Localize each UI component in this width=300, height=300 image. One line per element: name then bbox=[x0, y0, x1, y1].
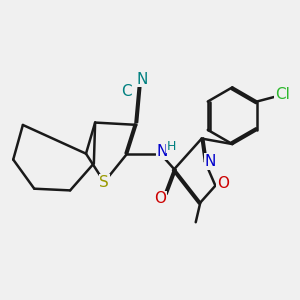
Text: H: H bbox=[167, 140, 176, 153]
Text: N: N bbox=[205, 154, 216, 169]
Text: N: N bbox=[137, 72, 148, 87]
Text: S: S bbox=[99, 175, 109, 190]
Text: Cl: Cl bbox=[275, 87, 290, 102]
Text: N: N bbox=[157, 144, 168, 159]
Text: O: O bbox=[154, 191, 166, 206]
Text: C: C bbox=[122, 83, 132, 98]
Text: O: O bbox=[217, 176, 229, 191]
